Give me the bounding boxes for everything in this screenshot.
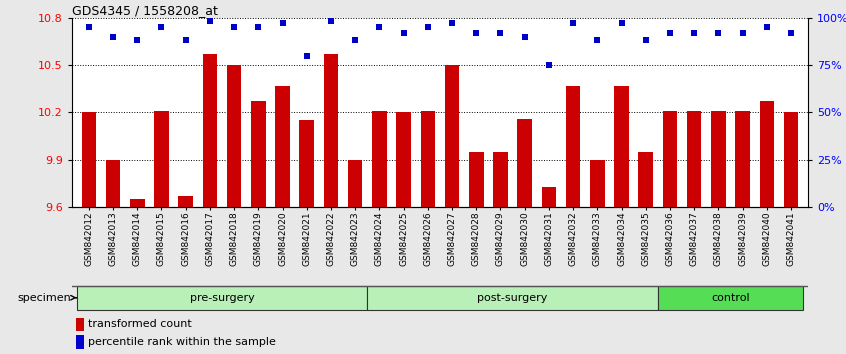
Text: GDS4345 / 1558208_at: GDS4345 / 1558208_at xyxy=(72,4,217,17)
Point xyxy=(663,30,677,36)
Bar xyxy=(75,335,84,349)
Point xyxy=(542,62,556,68)
Point xyxy=(615,21,629,26)
Point xyxy=(736,30,750,36)
Bar xyxy=(541,187,556,207)
Bar xyxy=(275,86,290,207)
FancyBboxPatch shape xyxy=(367,286,658,310)
Point xyxy=(203,19,217,24)
Point xyxy=(107,34,120,40)
Bar xyxy=(372,111,387,207)
FancyBboxPatch shape xyxy=(77,286,367,310)
Point xyxy=(155,24,168,30)
Bar xyxy=(639,152,653,207)
Point xyxy=(300,53,314,58)
Bar xyxy=(783,113,799,207)
Bar xyxy=(251,101,266,207)
Bar xyxy=(614,86,629,207)
Point xyxy=(760,24,773,30)
Bar xyxy=(203,54,217,207)
Bar xyxy=(348,160,362,207)
Point xyxy=(421,24,435,30)
Point xyxy=(687,30,700,36)
Point xyxy=(711,30,725,36)
Bar xyxy=(662,111,677,207)
Bar xyxy=(81,113,96,207)
Text: transformed count: transformed count xyxy=(88,319,192,329)
Point xyxy=(639,38,652,43)
Point xyxy=(228,24,241,30)
Point xyxy=(591,38,604,43)
Point xyxy=(130,38,144,43)
Text: post-surgery: post-surgery xyxy=(477,293,547,303)
Bar xyxy=(227,65,241,207)
Point xyxy=(470,30,483,36)
Bar xyxy=(469,152,484,207)
Bar xyxy=(493,152,508,207)
Bar xyxy=(445,65,459,207)
Point xyxy=(494,30,508,36)
Bar xyxy=(154,111,168,207)
FancyBboxPatch shape xyxy=(658,286,803,310)
Point xyxy=(82,24,96,30)
Point xyxy=(276,21,289,26)
Point xyxy=(179,38,193,43)
Point xyxy=(397,30,410,36)
Bar xyxy=(566,86,580,207)
Bar xyxy=(299,120,314,207)
Text: percentile rank within the sample: percentile rank within the sample xyxy=(88,337,276,347)
Point xyxy=(566,21,580,26)
Bar xyxy=(590,160,605,207)
Bar xyxy=(420,111,435,207)
Text: control: control xyxy=(711,293,750,303)
Bar xyxy=(106,160,120,207)
Bar xyxy=(130,199,145,207)
Point xyxy=(324,19,338,24)
Bar xyxy=(711,111,726,207)
Point xyxy=(518,34,531,40)
Bar xyxy=(179,196,193,207)
Point xyxy=(372,24,386,30)
Text: specimen: specimen xyxy=(17,293,76,303)
Point xyxy=(445,21,459,26)
Point xyxy=(349,38,362,43)
Bar xyxy=(687,111,701,207)
Bar xyxy=(760,101,774,207)
Point xyxy=(784,30,798,36)
Text: pre-surgery: pre-surgery xyxy=(190,293,255,303)
Bar xyxy=(396,113,411,207)
Point xyxy=(251,24,265,30)
Bar xyxy=(75,318,84,331)
Bar xyxy=(735,111,750,207)
Bar xyxy=(324,54,338,207)
Bar xyxy=(518,119,532,207)
